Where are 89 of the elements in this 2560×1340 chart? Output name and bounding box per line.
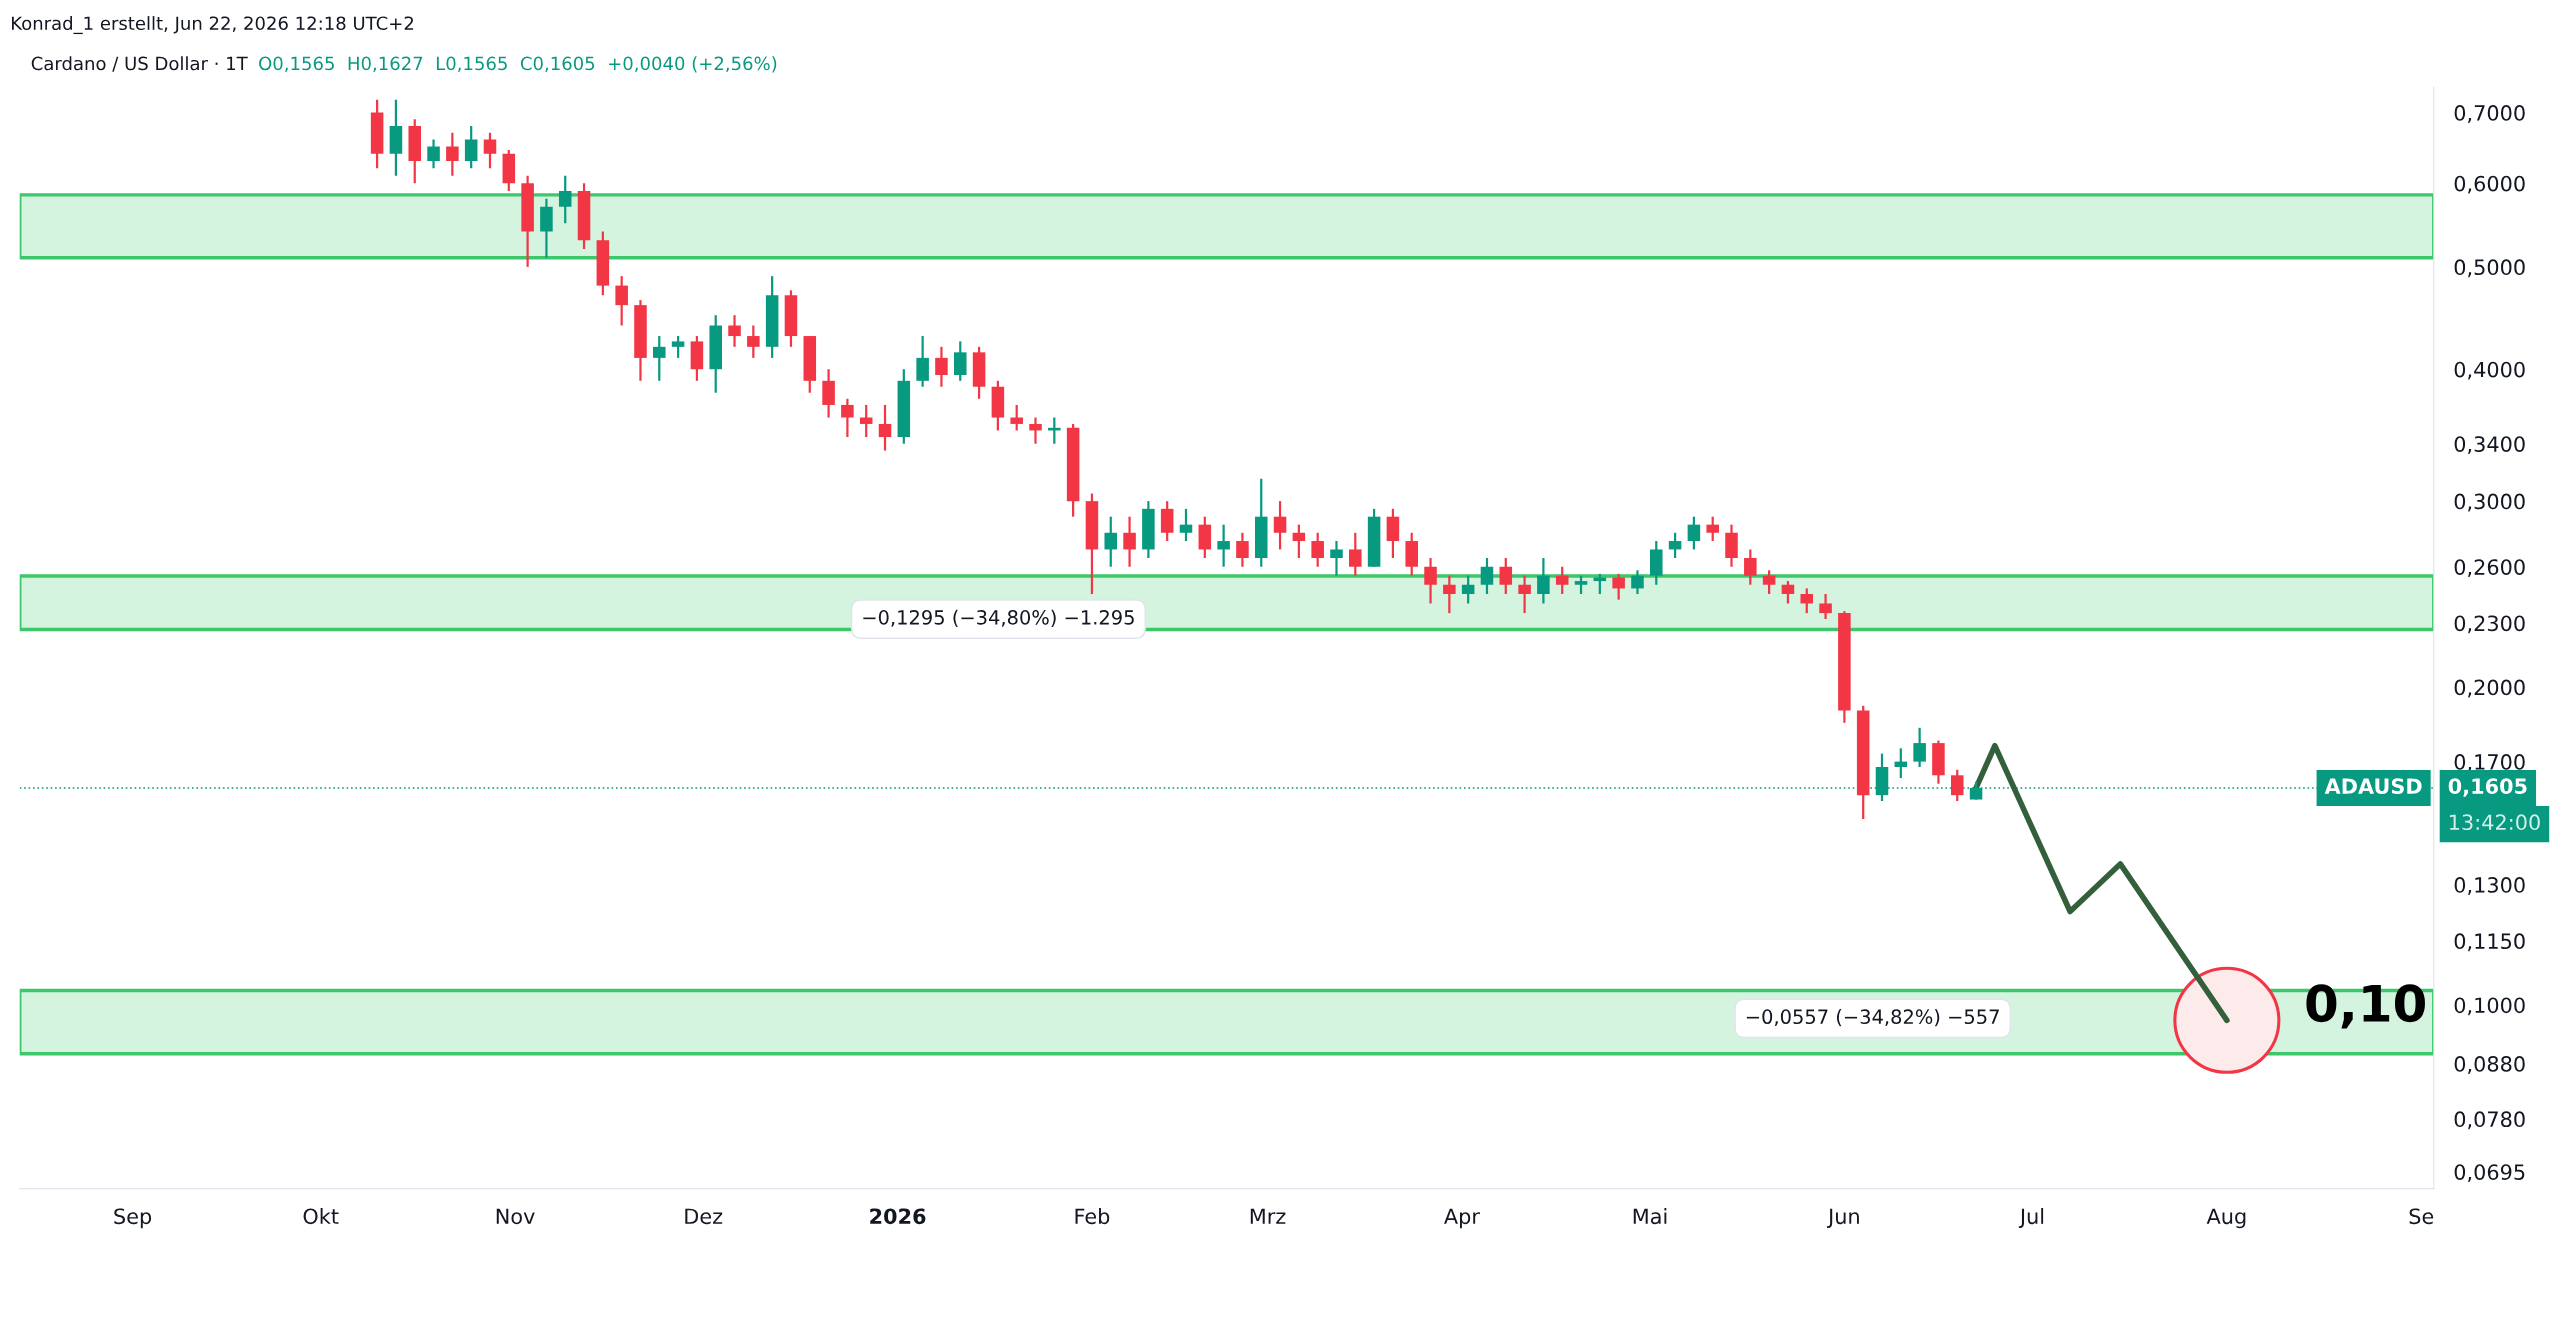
y-tick-label: 0,0880 [2454, 1056, 2525, 1074]
candlestick [1518, 574, 1531, 615]
candlestick [653, 334, 666, 382]
chart-subtitle: O0,1565 H0,1627 L0,1565 C0,1605 +0,0040 (+2,56%) [259, 56, 777, 73]
candlestick [1104, 515, 1118, 568]
x-tick-label: Dez [685, 1208, 723, 1225]
annotation: −0,0557 (−34,82%) −557 [1746, 1009, 1999, 1027]
x-tick-label: Mrz [1250, 1208, 1286, 1224]
candlestick [1499, 556, 1513, 596]
x-tick-label: Sep [114, 1208, 152, 1229]
y-tick-label: 0,0695 [2454, 1164, 2525, 1183]
y-tick-label: 0,1700 [2454, 754, 2525, 772]
candlestick [1123, 515, 1136, 568]
candlestick [1010, 403, 1023, 432]
y-tick-label: 0,0780 [2454, 1111, 2525, 1130]
candlestick [1950, 768, 1964, 803]
y-tick-label: 0,2000 [2454, 679, 2525, 698]
candlestick [446, 131, 459, 177]
y-tick-label: 0,1300 [2454, 877, 2525, 895]
candlestick [427, 138, 440, 170]
candlestick [841, 397, 854, 439]
candlestick [615, 275, 628, 327]
annotation: 0,10 [2306, 984, 2425, 1029]
candlestick [558, 174, 572, 225]
candlestick [1668, 531, 1682, 560]
candlestick [1687, 515, 1701, 551]
candlestick [1330, 539, 1343, 577]
candlestick [747, 324, 760, 359]
candlestick [464, 124, 478, 170]
candlestick [728, 314, 741, 348]
chart-title: Cardano / US Dollar · 1T [31, 56, 248, 72]
y-tick-label: 0,2600 [2454, 559, 2525, 578]
candlestick [1480, 556, 1494, 596]
x-tick-label: Apr [1444, 1208, 1480, 1229]
candlestick [1631, 569, 1644, 596]
candlestick [1537, 556, 1550, 605]
candlestick [1913, 726, 1926, 769]
y-tick-label: 0,3400 [2454, 436, 2525, 455]
text: Konrad_1 erstellt, Jun 22, 2026 12:18 UTC+2 [12, 16, 414, 35]
annotation: ADAUSD [2324, 778, 2422, 795]
candlestick [1217, 523, 1230, 568]
y-tick-label: 0,4000 [2454, 361, 2525, 380]
candlestick [1819, 592, 1832, 621]
candlestick [1349, 531, 1362, 577]
candlestick [1762, 569, 1776, 596]
candlestick [1781, 579, 1795, 605]
candlestick [1800, 587, 1814, 615]
candlestick [1160, 500, 1174, 543]
y-tick-label: 0,5000 [2454, 259, 2525, 278]
x-tick-label: 2026 [870, 1208, 926, 1225]
y-tick-label: 0,2300 [2454, 615, 2525, 634]
y-tick-label: 0,7000 [2454, 105, 2525, 123]
y-tick-label: 0,1150 [2454, 933, 2525, 952]
x-tick-label: Jul [2018, 1208, 2044, 1229]
x-tick-label: Nov [496, 1208, 535, 1225]
x-tick-label: Jun [1827, 1208, 1859, 1229]
candlestick [953, 340, 967, 382]
candlestick [878, 403, 892, 452]
text: 13:42:00 [2449, 814, 2540, 831]
candlestick [1029, 416, 1042, 445]
candlestick [1706, 515, 1719, 543]
candlestick [1179, 507, 1193, 543]
x-tick-label: Feb [1075, 1208, 1110, 1225]
candlestick [1555, 565, 1569, 596]
candlestick [671, 334, 685, 359]
candlestick [1424, 556, 1437, 605]
candlestick [1612, 572, 1625, 601]
candlestick [1593, 572, 1607, 596]
candlestick [1574, 574, 1588, 596]
candlestick [916, 334, 929, 388]
x-tick-label: Mai [1633, 1208, 1667, 1225]
candlestick [859, 403, 873, 439]
candlestick [1236, 531, 1249, 568]
candlestick [1461, 574, 1475, 605]
y-tick-label: 0,3000 [2454, 493, 2525, 512]
candlestick [935, 345, 948, 388]
candlestick [1744, 548, 1757, 586]
candlestick [483, 131, 497, 170]
y-tick-label: 0,6000 [2454, 175, 2525, 194]
x-tick-label: Aug [2206, 1208, 2246, 1229]
x-tick-label: Se [2409, 1208, 2434, 1225]
candlestick [1311, 531, 1324, 568]
x-tick-label: Okt [303, 1208, 339, 1225]
annotation: −0,1295 (−34,80%) −1.295 [863, 609, 1134, 628]
candlestick [1443, 574, 1456, 615]
candlestick [1292, 523, 1306, 560]
y-tick-label: 0,1000 [2454, 997, 2525, 1016]
candlestick [1273, 500, 1287, 551]
ref-line-label: 0,1605 [2448, 778, 2527, 797]
